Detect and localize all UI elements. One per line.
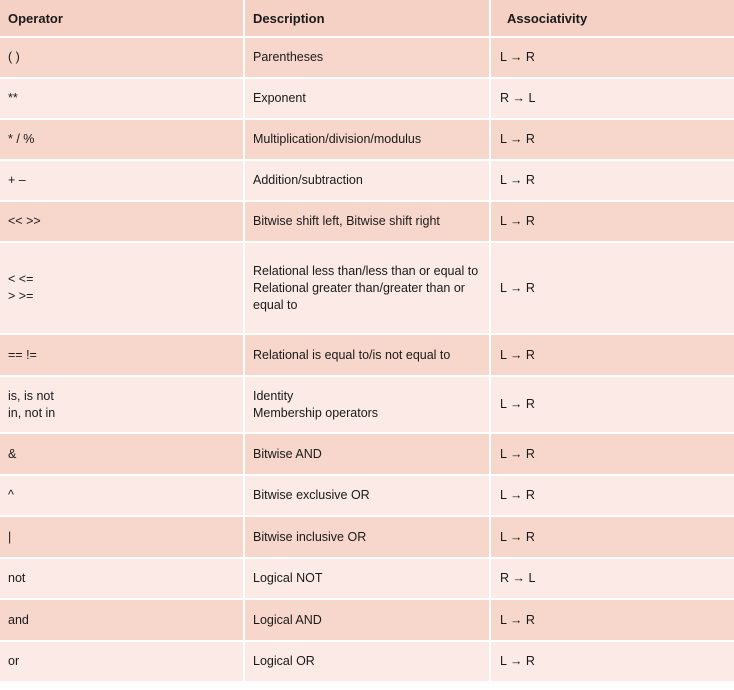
associativity-cell: L → R xyxy=(490,242,734,335)
associativity-cell: L → R xyxy=(490,160,734,202)
operator-cell: * / % xyxy=(0,119,245,161)
operator-cell: ^ xyxy=(0,475,245,517)
associativity-cell: L → R xyxy=(490,475,734,517)
operator-cell: == != xyxy=(0,334,245,377)
operator-cell: << >> xyxy=(0,201,245,243)
table-row: ^ Bitwise exclusive OR L → R xyxy=(0,475,734,517)
operator-cell: + – xyxy=(0,160,245,202)
table-row: ** Exponent R → L xyxy=(0,78,734,120)
table-row: == != Relational is equal to/is not equa… xyxy=(0,334,734,377)
description-cell: Bitwise exclusive OR xyxy=(244,475,491,517)
header-description: Description xyxy=(244,0,491,38)
operator-cell: is, is not in, not in xyxy=(0,376,245,434)
table-row: < <= > >= Relational less than/less than… xyxy=(0,242,734,335)
operator-cell: ( ) xyxy=(0,37,245,79)
associativity-cell: L → R xyxy=(490,334,734,377)
description-cell: Bitwise shift left, Bitwise shift right xyxy=(244,201,491,243)
description-cell: Logical AND xyxy=(244,599,491,642)
associativity-cell: R → L xyxy=(490,558,734,600)
operator-cell: or xyxy=(0,641,245,683)
header-operator: Operator xyxy=(0,0,245,38)
description-cell: Parentheses xyxy=(244,37,491,79)
table-row: | Bitwise inclusive OR L → R xyxy=(0,516,734,559)
associativity-cell: L → R xyxy=(490,516,734,559)
operator-cell: not xyxy=(0,558,245,600)
associativity-cell: L → R xyxy=(490,201,734,243)
operator-cell: & xyxy=(0,433,245,476)
description-cell: Relational less than/less than or equal … xyxy=(244,242,491,335)
description-cell: Bitwise AND xyxy=(244,433,491,476)
table-row: and Logical AND L → R xyxy=(0,599,734,642)
table-row: is, is not in, not in Identity Membershi… xyxy=(0,376,734,434)
associativity-cell: L → R xyxy=(490,376,734,434)
associativity-cell: L → R xyxy=(490,599,734,642)
associativity-cell: R → L xyxy=(490,78,734,120)
associativity-cell: L → R xyxy=(490,641,734,683)
associativity-cell: L → R xyxy=(490,433,734,476)
operator-cell: ** xyxy=(0,78,245,120)
description-cell: Exponent xyxy=(244,78,491,120)
description-cell: Logical NOT xyxy=(244,558,491,600)
table-row: or Logical OR L → R xyxy=(0,641,734,683)
description-cell: Bitwise inclusive OR xyxy=(244,516,491,559)
table-row: ( ) Parentheses L → R xyxy=(0,37,734,79)
operator-cell: and xyxy=(0,599,245,642)
table-row: << >> Bitwise shift left, Bitwise shift … xyxy=(0,201,734,243)
description-cell: Multiplication/division/modulus xyxy=(244,119,491,161)
table-row: + – Addition/subtraction L → R xyxy=(0,160,734,202)
table-row: not Logical NOT R → L xyxy=(0,558,734,600)
operator-cell: | xyxy=(0,516,245,559)
table-header-row: Operator Description Associativity xyxy=(0,0,734,38)
description-cell: Logical OR xyxy=(244,641,491,683)
header-associativity: Associativity xyxy=(490,0,734,38)
associativity-cell: L → R xyxy=(490,37,734,79)
operator-cell: < <= > >= xyxy=(0,242,245,335)
description-cell: Addition/subtraction xyxy=(244,160,491,202)
description-cell: Identity Membership operators xyxy=(244,376,491,434)
table-row: * / % Multiplication/division/modulus L … xyxy=(0,119,734,161)
table-row: & Bitwise AND L → R xyxy=(0,433,734,476)
description-cell: Relational is equal to/is not equal to xyxy=(244,334,491,377)
associativity-cell: L → R xyxy=(490,119,734,161)
